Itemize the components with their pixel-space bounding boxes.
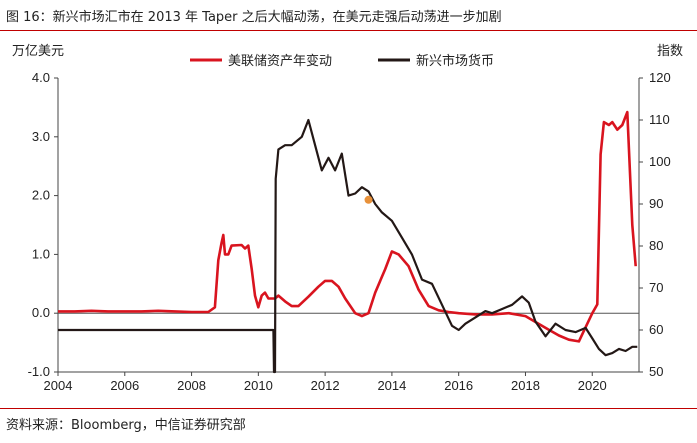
x-tick-label: 2016 [444, 378, 473, 393]
legend-label-em-currency: 新兴市场货币 [416, 53, 494, 69]
right-tick-label: 70 [649, 280, 663, 295]
source-note: 资料来源：Bloomberg，中信证券研究部 [6, 418, 246, 433]
x-tick-label: 2014 [377, 378, 406, 393]
x-tick-label: 2008 [177, 378, 206, 393]
left-axis-unit: 万亿美元 [12, 44, 65, 59]
x-tick-label: 2018 [511, 378, 540, 393]
legend-label-fed-assets: 美联储资产年变动 [228, 53, 332, 69]
figure-header: 图 16：新兴市场汇市在 2013 年 Taper 之后大幅动荡，在美元走强后动… [0, 0, 697, 30]
series-line-em-currency [58, 118, 638, 374]
figure-title: 图 16：新兴市场汇市在 2013 年 Taper 之后大幅动荡，在美元走强后动… [6, 10, 502, 25]
x-tick-label: 2004 [44, 378, 73, 393]
left-tick-label: 0.0 [32, 305, 50, 320]
highlight-marker [364, 195, 373, 204]
right-tick-label: 80 [649, 238, 663, 253]
right-tick-label: 100 [649, 154, 671, 169]
left-tick-label: 2.0 [32, 188, 50, 203]
footer-rule [0, 408, 697, 409]
right-axis-unit: 指数 [656, 44, 683, 59]
left-tick-label: 4.0 [32, 70, 50, 85]
title-rule [0, 30, 697, 31]
x-tick-label: 2010 [244, 378, 273, 393]
x-tick-label: 2020 [578, 378, 607, 393]
x-tick-label: 2006 [110, 378, 139, 393]
left-tick-label: -1.0 [28, 364, 50, 379]
x-tick-label: 2012 [311, 378, 340, 393]
left-tick-label: 3.0 [32, 129, 50, 144]
series-line-fed-assets [58, 110, 637, 343]
right-tick-label: 110 [649, 112, 670, 127]
right-tick-label: 50 [649, 364, 663, 379]
right-tick-label: 120 [649, 70, 671, 85]
left-tick-label: 1.0 [32, 246, 50, 261]
right-tick-label: 90 [649, 196, 663, 211]
right-tick-label: 60 [649, 322, 663, 337]
